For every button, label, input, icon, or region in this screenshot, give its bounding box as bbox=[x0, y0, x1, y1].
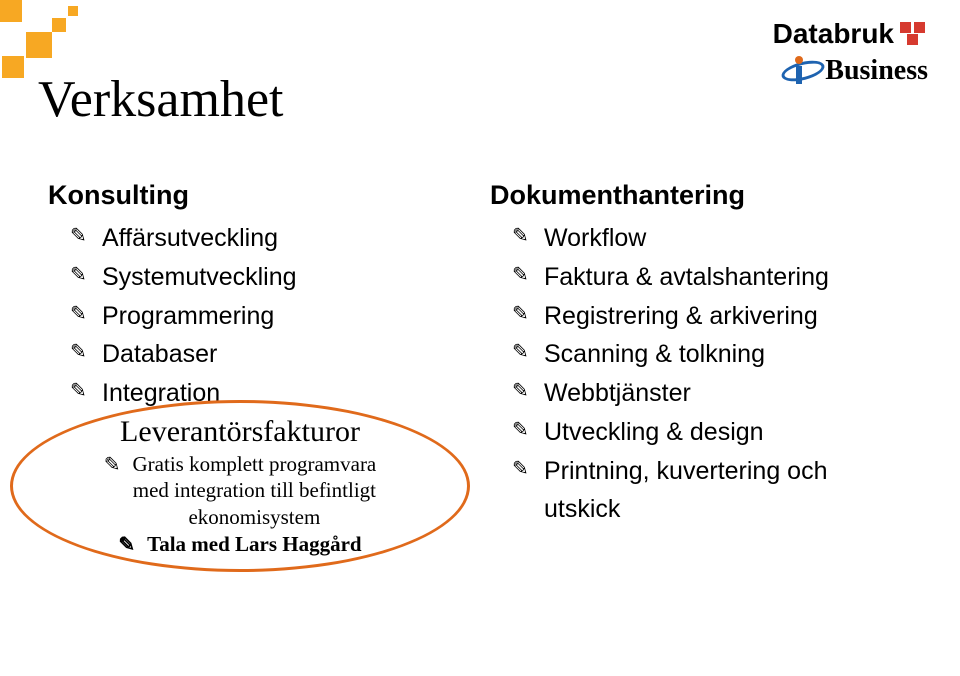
list-item: Webbtjänster bbox=[512, 374, 910, 413]
list-item: Programmering bbox=[70, 297, 468, 336]
logo-databruk: Databruk bbox=[773, 18, 928, 50]
list-item: Faktura & avtalshantering bbox=[512, 258, 910, 297]
callout-contact: ✎ Tala med Lars Haggård bbox=[118, 532, 361, 557]
logo-databruk-icon bbox=[900, 22, 928, 46]
list-item: Workflow bbox=[512, 219, 910, 258]
right-heading: Dokumenthantering bbox=[490, 180, 910, 211]
left-list: Affärsutveckling Systemutveckling Progra… bbox=[70, 219, 468, 413]
callout-subtitle: ✎ Gratis komplett programvara med integr… bbox=[104, 451, 377, 530]
right-list: Workflow Faktura & avtalshantering Regis… bbox=[512, 219, 910, 529]
callout-title: Leverantörsfakturor bbox=[120, 415, 360, 449]
decor-square bbox=[68, 6, 78, 16]
callout-desc: Gratis komplett programvara med integrat… bbox=[133, 451, 377, 530]
logo-databruk-text: Databruk bbox=[773, 18, 894, 50]
left-heading: Konsulting bbox=[48, 180, 468, 211]
pencil-icon: ✎ bbox=[118, 532, 135, 557]
decor-square bbox=[2, 56, 24, 78]
logo-ibusiness-text: Business bbox=[825, 55, 928, 87]
list-item: Utveckling & design bbox=[512, 413, 910, 452]
slide-root: Databruk Business Verksamhet Konsulting … bbox=[0, 0, 960, 676]
callout-ellipse: Leverantörsfakturor ✎ Gratis komplett pr… bbox=[10, 400, 470, 572]
list-item: Printning, kuvertering och utskick bbox=[512, 452, 910, 530]
right-column: Dokumenthantering Workflow Faktura & avt… bbox=[490, 180, 910, 529]
decor-square bbox=[52, 18, 66, 32]
list-item: Affärsutveckling bbox=[70, 219, 468, 258]
list-item: Systemutveckling bbox=[70, 258, 468, 297]
page-title: Verksamhet bbox=[38, 70, 283, 129]
decor-square bbox=[0, 0, 22, 22]
list-item: Registrering & arkivering bbox=[512, 297, 910, 336]
pencil-icon: ✎ bbox=[104, 455, 121, 475]
logo-ibusiness: Business bbox=[785, 54, 928, 88]
decor-square bbox=[26, 32, 52, 58]
list-item: Scanning & tolkning bbox=[512, 335, 910, 374]
list-item: Databaser bbox=[70, 335, 468, 374]
callout-content: Leverantörsfakturor ✎ Gratis komplett pr… bbox=[13, 403, 467, 569]
logo-ibusiness-icon bbox=[785, 54, 819, 88]
left-column: Konsulting Affärsutveckling Systemutveck… bbox=[48, 180, 468, 413]
